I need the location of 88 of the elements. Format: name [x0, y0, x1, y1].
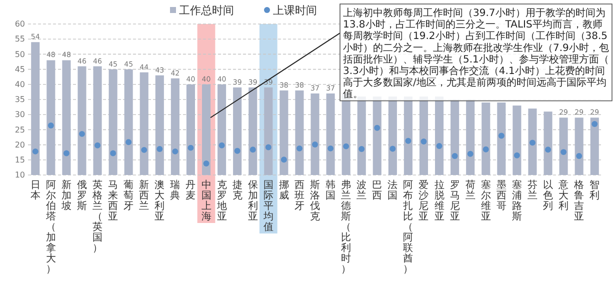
x-tick-label: 智利	[590, 179, 600, 202]
y-tick-label: 55	[14, 34, 25, 44]
x-tick-label: 保加利亚	[248, 180, 258, 222]
x-tick-label: 波兰	[356, 179, 367, 202]
point	[48, 122, 54, 128]
legend-label: 工作总时间	[179, 4, 234, 17]
x-tick-label: 爱沙尼亚	[418, 179, 429, 222]
point	[592, 120, 598, 127]
category-label: 弗兰德斯（比利时）	[341, 180, 352, 275]
point	[156, 146, 163, 152]
x-tick-label: 国际平均值	[262, 180, 274, 233]
y-tick-label: 30	[14, 110, 25, 120]
point	[203, 160, 210, 167]
x-tick-label: 意大利	[558, 179, 569, 212]
x-tick-label: 西班牙	[294, 180, 304, 212]
category-label: 阿布扎比（阿联酋）	[403, 180, 414, 275]
point	[280, 156, 287, 163]
x-tick-label: 墨西哥	[496, 180, 506, 212]
x-tick-label: 马来西亚	[108, 180, 118, 222]
y-tick-label: 10	[14, 170, 25, 180]
x-tick-label: 葡萄牙	[124, 179, 134, 212]
y-tick-label: 35	[14, 95, 25, 104]
point	[390, 146, 396, 152]
x-tick-label: 捷克	[232, 179, 242, 202]
x-tick-label: 巴西	[372, 180, 382, 202]
point	[188, 144, 194, 151]
point	[234, 148, 240, 154]
point	[218, 142, 225, 148]
point	[452, 152, 458, 159]
x-tick-label: 塞浦路斯	[512, 179, 522, 222]
x-tick-label: 日本	[30, 180, 40, 202]
x-tick-label: 俄罗斯	[76, 179, 87, 212]
point	[576, 152, 582, 159]
x-tick-label: 挪威	[278, 179, 289, 202]
point	[63, 150, 70, 156]
y-tick-label: 40	[14, 80, 25, 89]
y-tick-label: 15	[14, 155, 25, 164]
point	[482, 146, 489, 152]
point	[172, 148, 178, 154]
point	[250, 146, 256, 153]
x-tick-label: 荷兰	[465, 179, 476, 202]
point	[343, 143, 350, 150]
point	[328, 145, 334, 152]
annotation: 上海初中教师每周工作时间（39.7小时）用于教学的时间为13.8小时，占工作时间的三分之一。TALIS平均而言，教师每周教学时间（19.2小时）占到工作时间（工作时间（38.5小时）的二分之一。上海教师在批改学生作业（7.9小时，包括面批作业）、辅导学生（5.1小时）、参与学校管理方面（3.3小时）和与本校同事合作交流（4.1小时）上花费的时间高于大多数国家/地区，尤其是前两项的时间远高于国际平均值。	[343, 7, 609, 100]
y-tick-label: 25	[14, 125, 25, 134]
category-label: 阿尔伯塔（加拿大）	[46, 180, 56, 275]
point	[296, 145, 302, 152]
x-tick-label: 格鲁吉亚	[573, 179, 584, 222]
point	[265, 144, 272, 150]
x-tick-label: 丹麦	[186, 180, 196, 202]
x-tick-label: 瑞典	[170, 179, 180, 202]
x-tick-label: 克罗地亚	[216, 179, 227, 222]
y-tick-label: 50	[14, 50, 25, 59]
point	[358, 146, 365, 152]
point	[374, 124, 380, 131]
point	[312, 142, 318, 148]
point	[126, 139, 132, 146]
x-tick-label: 英格兰（英国）	[92, 179, 103, 254]
x-tick-label: 拉脱维亚	[434, 179, 444, 222]
x-tick-label: 塞尔维亚	[480, 179, 491, 222]
x-tick-label: 法国	[388, 179, 398, 202]
point	[420, 138, 427, 144]
point	[514, 152, 520, 158]
x-tick-label: 中国上海	[201, 179, 212, 222]
x-tick-label: 新西兰	[139, 179, 150, 212]
point	[32, 148, 38, 154]
y-tick-label: 45	[14, 64, 25, 74]
point	[405, 138, 412, 144]
x-tick-label: 韩国	[326, 179, 336, 202]
point	[436, 143, 442, 149]
y-tick-label: 20	[14, 140, 25, 150]
x-tick-label: 斯洛伐克	[310, 179, 320, 222]
point	[530, 140, 536, 146]
point	[560, 149, 567, 156]
x-tick-label: 罗马尼亚	[450, 180, 460, 222]
point	[467, 150, 474, 157]
point	[498, 132, 504, 139]
x-tick-label: 以色列	[543, 179, 554, 212]
point	[94, 142, 100, 148]
point	[141, 146, 148, 153]
point	[78, 130, 85, 137]
x-tick-label: 澳大利亚	[154, 179, 165, 222]
legend-label: 上课时间	[273, 4, 317, 17]
x-tick-label: 芬兰	[527, 179, 538, 202]
y-tick-label: 60	[14, 20, 25, 29]
point	[545, 146, 552, 153]
point	[110, 150, 116, 156]
x-tick-label: 新加坡	[60, 179, 72, 212]
